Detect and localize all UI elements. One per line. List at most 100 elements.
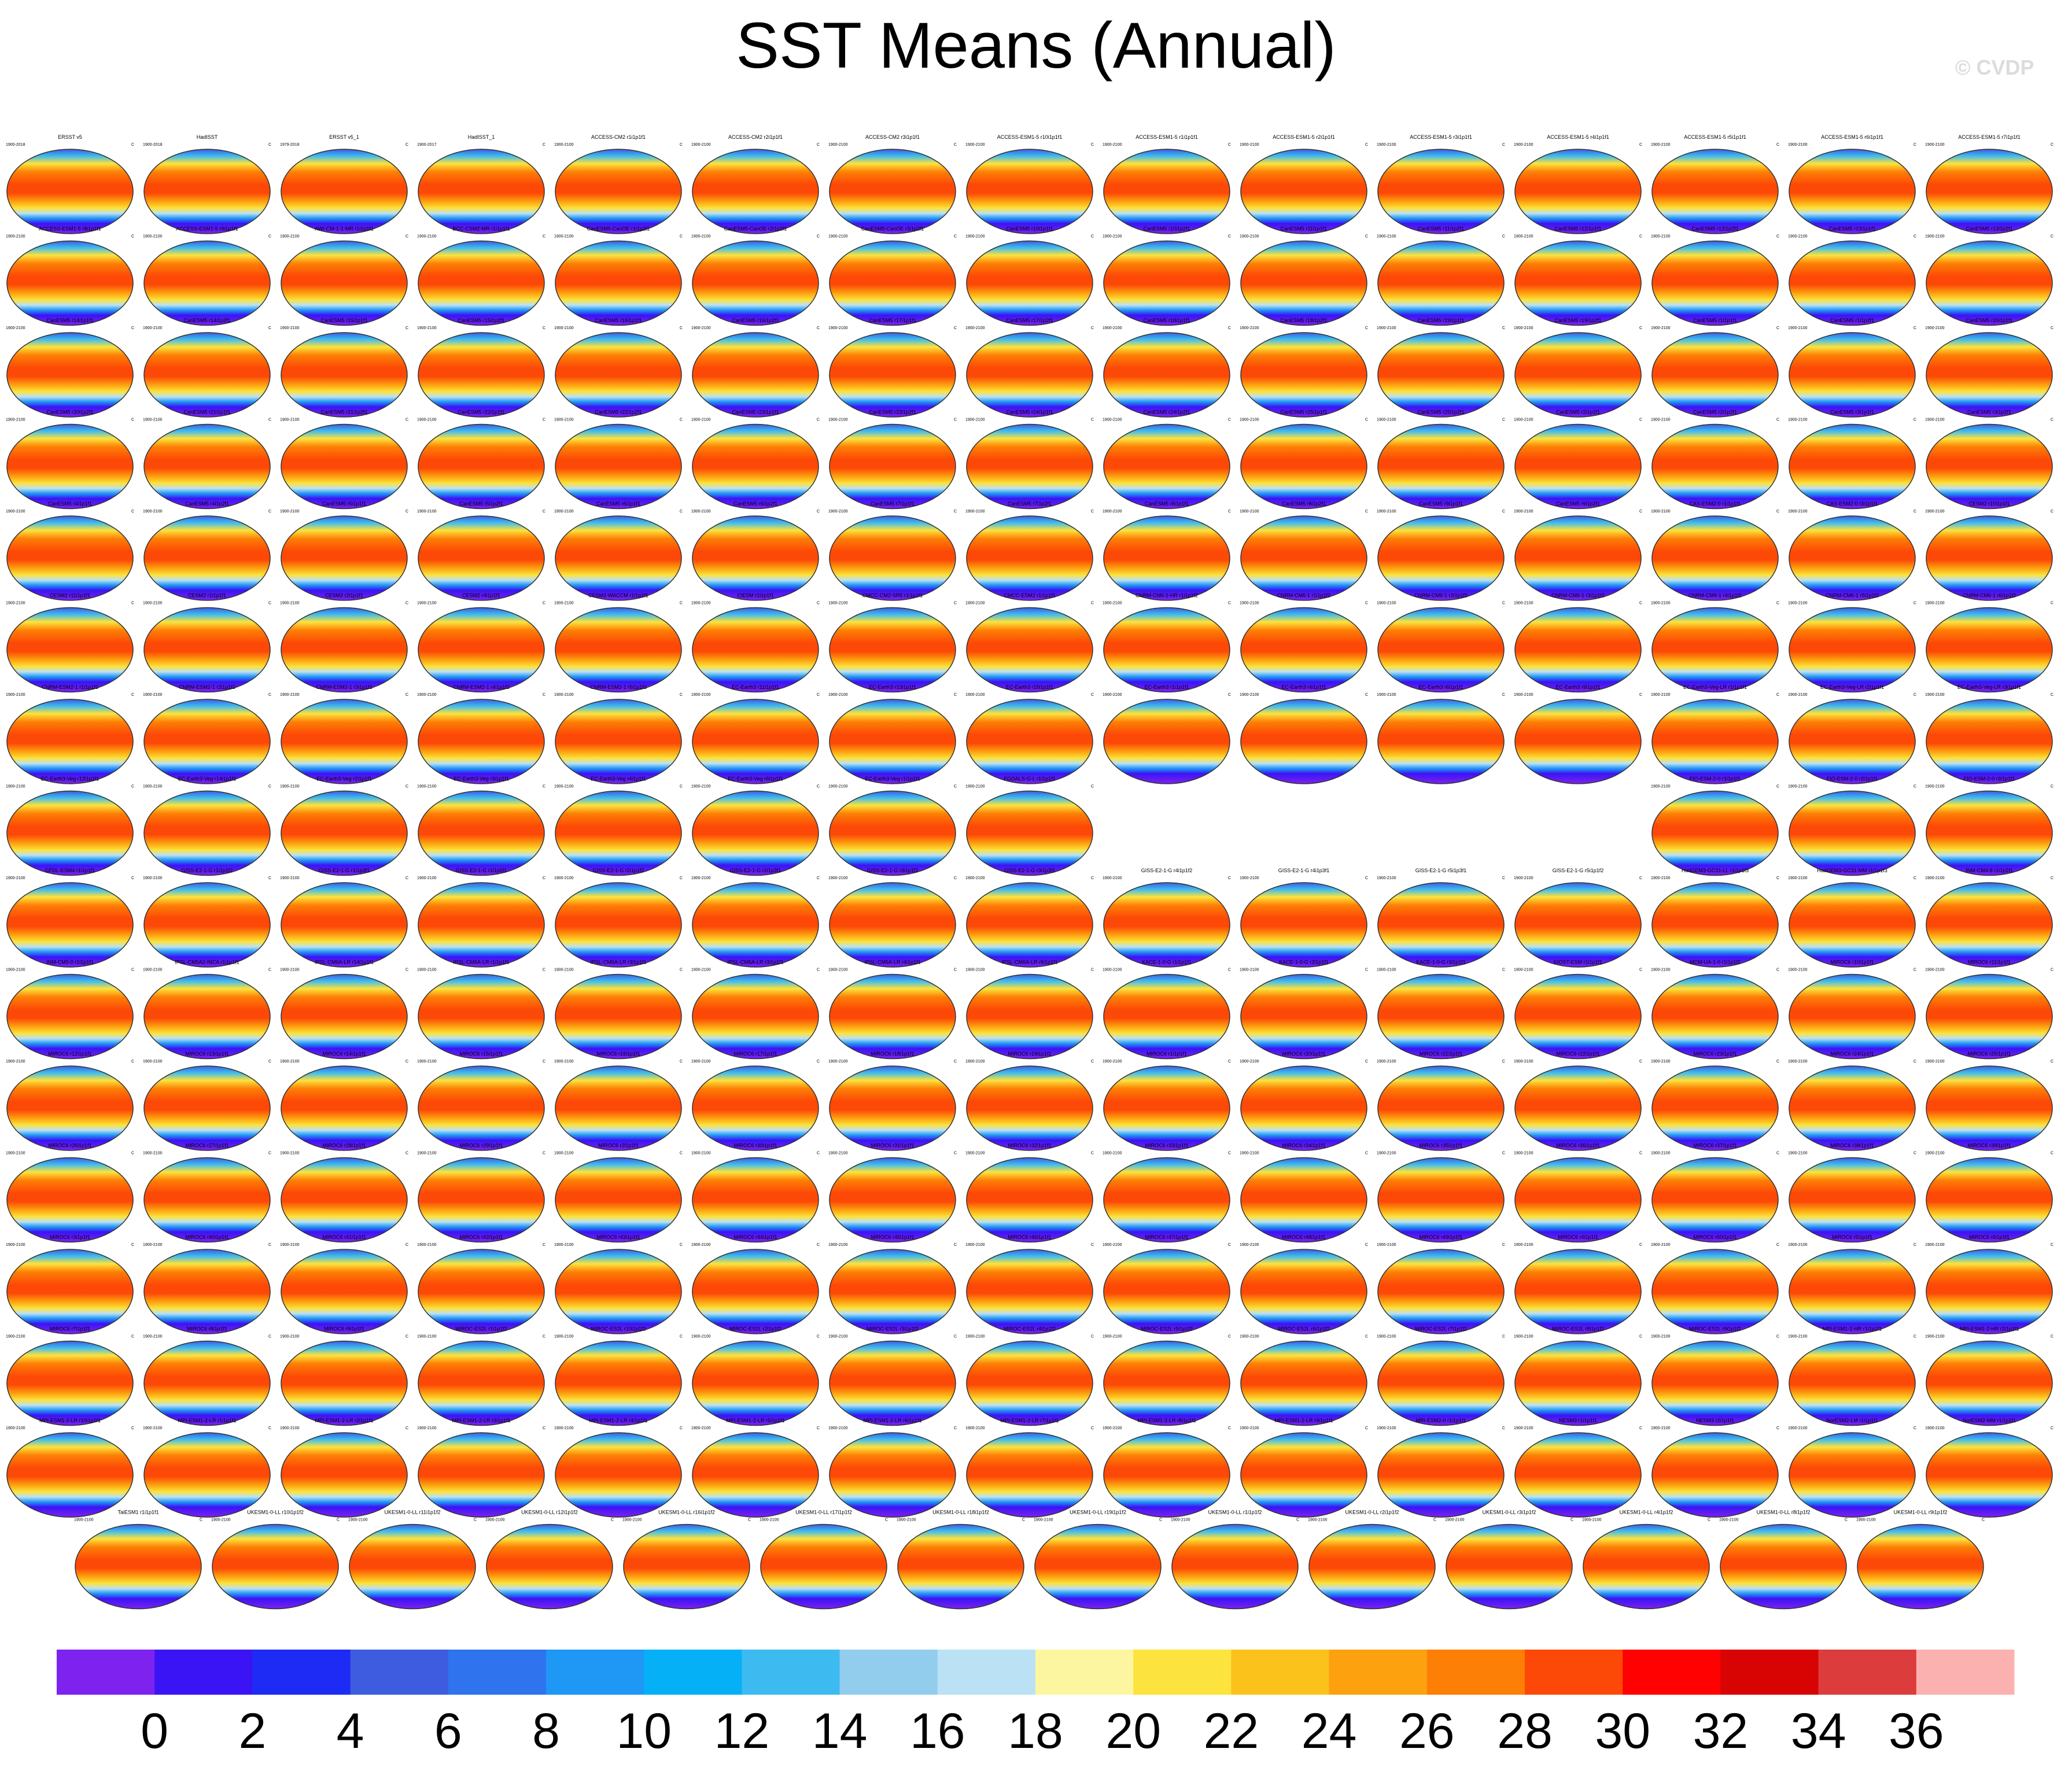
panel-years: 1900-2100 xyxy=(1651,418,1671,422)
panel-title: MIROC6 r32i1p1f1 xyxy=(1008,1143,1051,1149)
panel-title: MIROC6 r23i1p1f1 xyxy=(1693,1051,1737,1057)
panel-title: MIROC6 r34i1p1f1 xyxy=(1282,1143,1325,1149)
panel-years: 1900-2100 xyxy=(554,1152,574,1156)
panel-years: 1900-2100 xyxy=(828,1243,848,1247)
sst-field xyxy=(418,699,545,784)
panel-unit: C xyxy=(817,1243,820,1247)
panel-unit: C xyxy=(405,235,408,239)
panel-title: MIROC-ES2L r8i1p1f2 xyxy=(1552,1326,1604,1332)
panel-unit: C xyxy=(1502,693,1505,697)
sst-field xyxy=(418,1249,545,1334)
panel-years: 1900-2100 xyxy=(1103,1152,1122,1156)
map-panel: MRI-ESM2-0 r1i1p1f1 1900-2100 C xyxy=(1377,1418,1505,1518)
sst-field xyxy=(143,240,271,326)
panel-title: KACE-1-0-G r2i1p1f1 xyxy=(1279,960,1329,965)
map-panel: IPSL-CM6A-LR r14i1p1f1 1900-2100 C xyxy=(280,960,408,1060)
panel-title: UKESM1-0-LL r18i1p1f2 xyxy=(932,1510,989,1515)
panel-title: ERSST v5_1 xyxy=(329,134,359,140)
panel-years: 1900-2100 xyxy=(1171,1518,1190,1522)
panel-title: FIO-ESM-2-0 r1i1p1f1 xyxy=(1690,776,1741,782)
panel-title: CanESM5 r24i1p1f1 xyxy=(1006,410,1053,415)
sst-field xyxy=(966,699,1093,784)
panel-unit: C xyxy=(954,1335,957,1339)
panel-years: 1900-2100 xyxy=(691,143,711,147)
panel-unit: C xyxy=(131,418,134,422)
panel-years: 1900-2100 xyxy=(1240,1152,1259,1156)
panel-unit: C xyxy=(1914,693,1916,697)
sst-field xyxy=(966,607,1093,693)
sst-field xyxy=(418,515,545,601)
map-panel: UKESM1-0-LL r16i1p1f2 1900-2100 C xyxy=(622,1510,751,1610)
panel-years: 1900-2100 xyxy=(691,235,711,239)
map-panel: CanESM5 r16i1p1f1 1900-2100 C xyxy=(554,318,683,418)
panel-unit: C xyxy=(1365,1335,1368,1339)
sst-field xyxy=(143,515,271,601)
panel-years: 1900-2100 xyxy=(143,876,163,880)
sst-field xyxy=(281,149,408,234)
panel-years: 1900-2100 xyxy=(1514,1152,1533,1156)
panel-years: 1900-2100 xyxy=(280,418,300,422)
map-panel: MIROC6 r12i1p1f1 1900-2100 C xyxy=(6,1051,134,1151)
sst-field xyxy=(1103,699,1230,784)
sst-field xyxy=(1377,882,1505,968)
map-panel: HadGEM3-GC31-MM r1i1p1f3 1900-2100 C xyxy=(1788,868,1916,968)
panel-years: 1900-2100 xyxy=(143,326,163,330)
map-panel: CanESM5 r17i1p1f1 1900-2100 C xyxy=(828,318,957,418)
map-panel: MPI-ESM1-2-LR r1i1p1f1 1900-2100 C xyxy=(143,1418,271,1518)
panel-unit: C xyxy=(268,693,271,697)
map-panel: MIROC6 r27i1p1f1 1900-2100 C xyxy=(143,1143,271,1243)
map-panel: FGOALS-G-L r1i1p1f1 1900-2100 C xyxy=(965,776,1094,876)
panel-unit: C xyxy=(131,1335,134,1339)
map-panel: MIROC6 r2i1p1f1 1900-2100 C xyxy=(554,1143,683,1243)
panel-title: UKESM1-0-LL r16i1p1f2 xyxy=(658,1510,715,1515)
map-panel: MIROC6 r37i1p1f1 1900-2100 C xyxy=(1651,1143,1779,1243)
panel-years: 1900-2100 xyxy=(280,1152,300,1156)
map-panel: EC-Earth3-Veg r3i1p1f1 1900-2100 C xyxy=(417,776,545,876)
panel-unit: C xyxy=(1091,418,1094,422)
panel-unit: C xyxy=(543,876,545,880)
panel-unit: C xyxy=(954,693,957,697)
panel-title: IPSL-CM6A-LR r4i1p1f1 xyxy=(864,960,920,965)
sst-field xyxy=(1789,882,1916,968)
panel-unit: C xyxy=(817,1426,820,1430)
panel-years: 1900-2100 xyxy=(1377,1060,1396,1064)
map-panel: FIO-ESM-2-0 r1i1p1f1 1900-2100 C xyxy=(1651,776,1779,876)
panel-years: 1900-2100 xyxy=(1651,1426,1671,1430)
map-panel: EC-Earth3-Veg r1i1p1f1 1900-2100 C xyxy=(828,776,957,876)
sst-field xyxy=(6,699,134,784)
map-panel: EC-Earth3-Veg r4i1p1f1 1900-2100 C xyxy=(554,776,683,876)
panel-unit: C xyxy=(1091,1426,1094,1430)
sst-field xyxy=(966,240,1093,326)
panel-title: CanESM5 r18i1p1f1 xyxy=(1143,318,1190,323)
map-panel: CNRM-CM6-1-HR r1i1p1f2 1900-2100 C xyxy=(1103,593,1231,693)
map-panel: EC-Earth3 r15i1p1f1 1900-2100 C xyxy=(965,684,1094,784)
panel-years: 1900-2100 xyxy=(1651,1335,1671,1339)
map-panel: IPSL-CM6A-LR r6i1p1f1 1900-2100 C xyxy=(965,960,1094,1060)
panel-title: CESM2 r11i1p1f1 xyxy=(50,593,90,599)
panel-years: 1900-2100 xyxy=(1377,968,1396,972)
panel-unit: C xyxy=(200,1518,202,1522)
panel-years: 1900-2100 xyxy=(1651,1060,1671,1064)
panel-unit: C xyxy=(405,968,408,972)
map-panel: CanESM5 r10i1p1f1 1900-2100 C xyxy=(965,226,1094,326)
map-panel: MIROC-ES2L r6i1p1f2 1900-2100 C xyxy=(1240,1326,1368,1426)
panel-years: 1900-2100 xyxy=(691,785,711,789)
panel-unit: C xyxy=(543,326,545,330)
panel-title: NorESM2-MM r1i1p1f1 xyxy=(1963,1418,2016,1423)
sst-field xyxy=(143,332,271,418)
map-panel: ACCESS-ESM1-5 r5i1p1f1 1900-2100 C xyxy=(1651,134,1779,234)
panel-title: MPI-ESM1-2-LR r8i1p1f1 xyxy=(1137,1418,1196,1423)
sst-field xyxy=(1240,882,1367,968)
panel-title: MIROC6 r39i1p1f1 xyxy=(1967,1143,2011,1149)
panel-years: 1900-2100 xyxy=(1925,1060,1945,1064)
sst-field xyxy=(418,1432,545,1518)
panel-years: 1900-2100 xyxy=(1651,602,1671,606)
panel-unit: C xyxy=(131,968,134,972)
panel-years: 1900-2100 xyxy=(1377,510,1396,514)
map-panel: MPI-ESM1-2-LR r3i1p1f1 1900-2100 C xyxy=(417,1418,545,1518)
map-panel: MIROC6 r15i1p1f1 1900-2100 C xyxy=(417,1051,545,1151)
panel-title: CanESM5 r20i1p2f1 xyxy=(46,410,93,415)
panel-title: CMCC-CM2-SR5 r1i1p1f1 xyxy=(862,593,923,599)
panel-title: EC-Earth3-Veg r6i1p1f1 xyxy=(728,776,783,782)
panel-title: ACCESS-ESM1-5 r5i1p1f1 xyxy=(1684,134,1746,140)
